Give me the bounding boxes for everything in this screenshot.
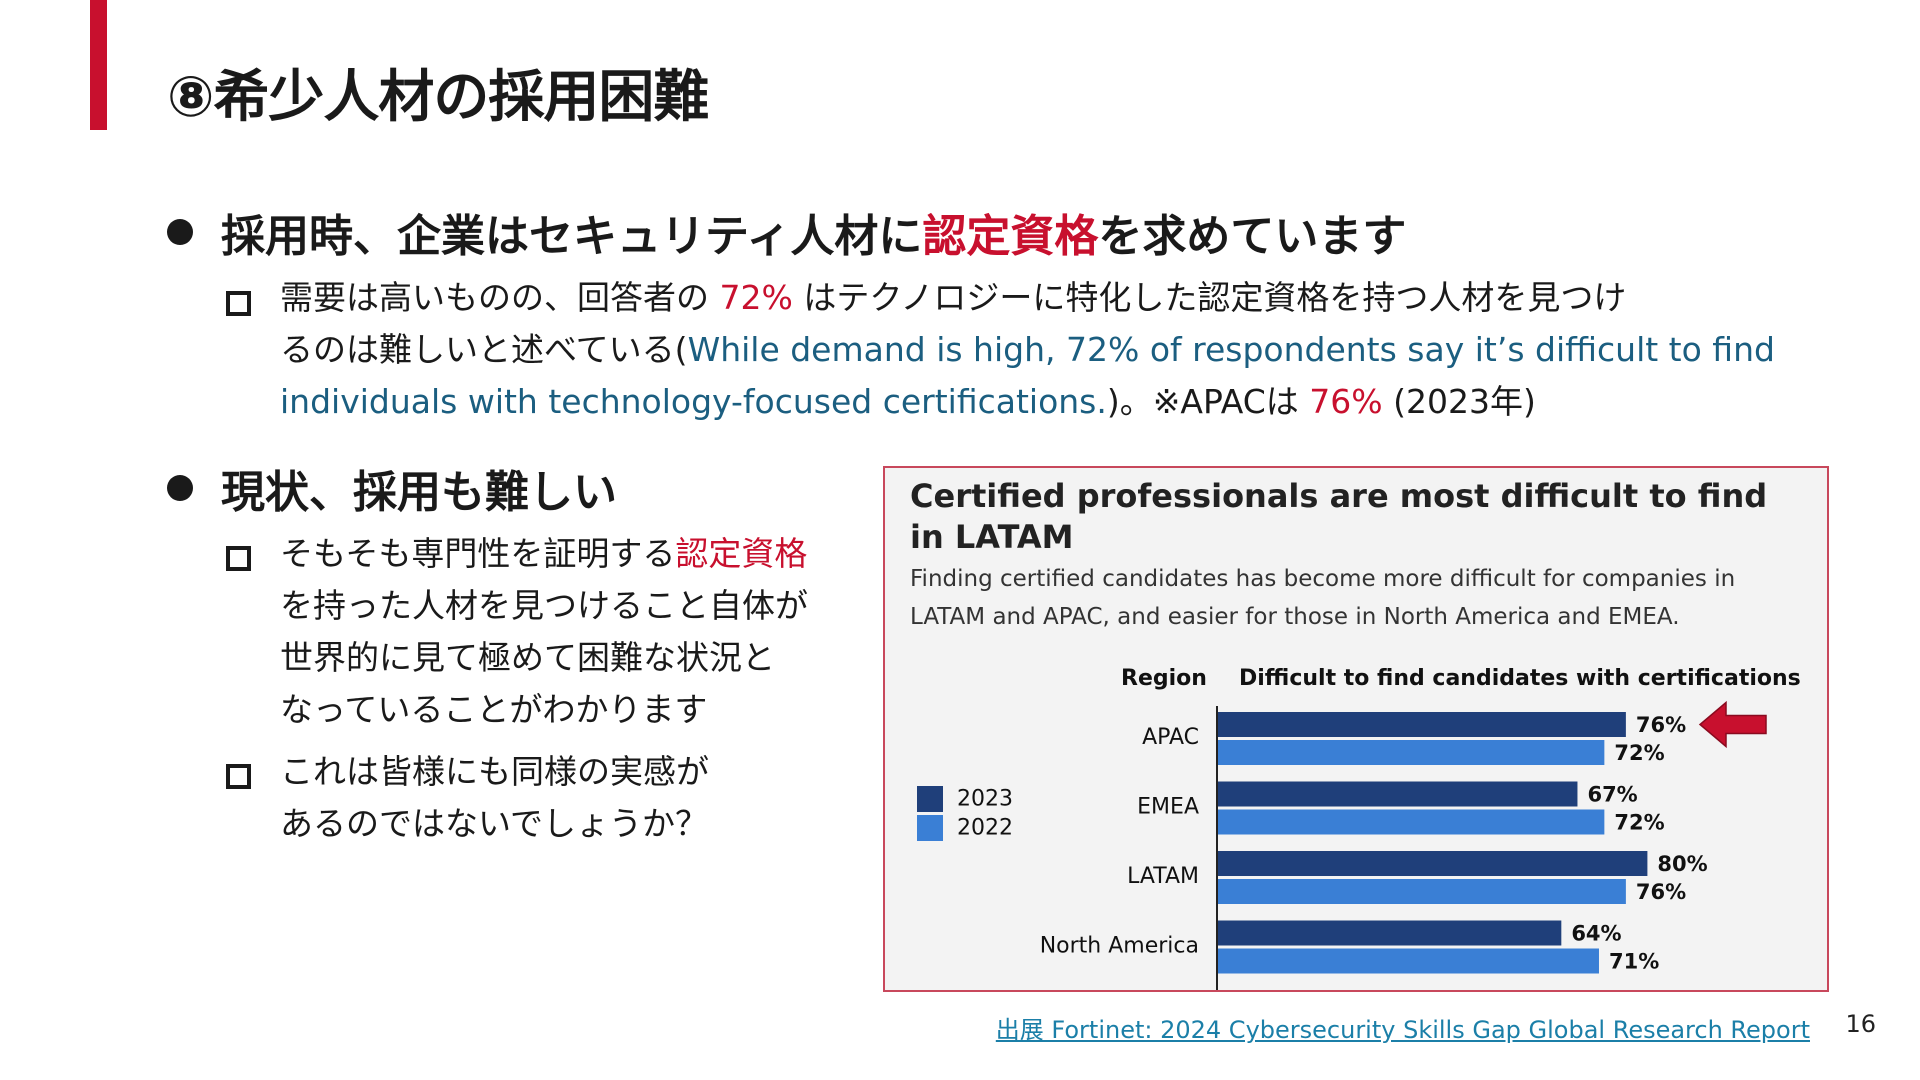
chart-title: Certified professionals are most difficu… <box>910 476 1790 558</box>
heading-text: 採用時、企業はセキュリティ人材に <box>221 211 923 262</box>
english-quote: individuals with technology-focused cert… <box>280 382 1107 421</box>
bullet-2-sub-1: そもそも専門性を証明する認定資格 を持った人材を見つけること自体が 世界的に見て… <box>280 528 880 736</box>
english-quote: While demand is high, 72% of respondents… <box>687 330 1775 369</box>
legend-swatch <box>917 786 943 812</box>
sub-text: 需要は高いものの、回答者の <box>280 278 720 317</box>
sub-text: (2023年) <box>1382 382 1536 421</box>
sub-text: るのは難しいと述べている( <box>280 330 688 369</box>
category-label-apac: APAC <box>1142 725 1199 750</box>
heading-text-tail: を求めています <box>1098 211 1407 262</box>
sub-line-1: 需要は高いものの、回答者の 72% はテクノロジーに特化した認定資格を持つ人材を… <box>280 272 1840 324</box>
bar-2022-emea <box>1217 809 1605 835</box>
bullet-2-heading: 現状、採用も難しい <box>221 467 617 518</box>
pct-highlight: 76% <box>1309 382 1383 421</box>
pct-highlight: 72% <box>719 278 793 317</box>
sub-line: なっていることがわかります <box>280 690 708 729</box>
source-link[interactable]: 出展 Fortinet: 2024 Cybersecurity Skills G… <box>995 1016 1810 1044</box>
bar-2022-north-america <box>1217 948 1599 974</box>
value-label: 64% <box>1571 922 1621 946</box>
sub-text: はテクノロジーに特化した認定資格を持つ人材を見つけ <box>792 278 1627 317</box>
value-label: 72% <box>1614 741 1664 765</box>
value-label: 76% <box>1636 880 1686 904</box>
heading-highlight: 認定資格 <box>922 211 1099 262</box>
bullet-1-heading: 採用時、企業はセキュリティ人材に認定資格を求めています <box>221 200 1406 264</box>
sub-highlight: 認定資格 <box>675 534 808 573</box>
square-bullet-icon <box>226 764 251 789</box>
bullet-1: 採用時、企業はセキュリティ人材に認定資格を求めています <box>167 200 1406 264</box>
chart-panel: Certified professionals are most difficu… <box>883 466 1829 992</box>
sub-line: そもそも専門性を証明する認定資格 <box>280 528 880 580</box>
slide-title: ⑧希少人材の採用困難 <box>167 65 709 130</box>
value-label: 76% <box>1636 713 1686 737</box>
value-label: 71% <box>1609 950 1659 974</box>
chart-subtitle-line: LATAM and APAC, and easier for those in … <box>910 604 1680 630</box>
sub-line: これは皆様にも同様の実感が <box>280 752 709 791</box>
legend-label: 2022 <box>957 815 1013 841</box>
bar-2023-latam <box>1217 851 1648 876</box>
bar-2023-north-america <box>1217 920 1562 946</box>
bullet-2-sub-2: これは皆様にも同様の実感が あるのではないでしょうか？ <box>280 746 880 850</box>
category-label-north-america: North America <box>1040 934 1199 959</box>
bullet-2: 現状、採用も難しい <box>167 456 617 520</box>
value-label: 80% <box>1657 852 1707 876</box>
legend-item-2022: 2022 <box>917 815 1013 841</box>
value-header: Difficult to find candidates with certif… <box>1239 666 1801 691</box>
bullet-dot-icon <box>167 475 193 501</box>
sub-line: を持った人材を見つけること自体が <box>280 586 808 625</box>
chart-subtitle-line: Finding certified candidates has become … <box>910 566 1736 592</box>
sub-text: そもそも専門性を証明する <box>280 534 676 573</box>
sub-text: )。※APACは <box>1106 382 1310 421</box>
category-label-latam: LATAM <box>1127 864 1199 889</box>
category-header: Region <box>1121 666 1207 691</box>
bullet-1-sub: 需要は高いものの、回答者の 72% はテクノロジーに特化した認定資格を持つ人材を… <box>280 272 1840 428</box>
sub-line-3: individuals with technology-focused cert… <box>280 376 1840 428</box>
bar-2022-apac <box>1217 740 1605 765</box>
bar-2023-apac <box>1217 712 1626 737</box>
page-number: 16 <box>1845 1010 1876 1038</box>
chart-subtitle: Finding certified candidates has become … <box>910 560 1810 636</box>
bar-chart: APAC 76% 72% EMEA 67% 72% LATAM 80% 76% North Ame… <box>1040 700 1767 990</box>
sub-line: 世界的に見て極めて困難な状況と <box>280 638 775 677</box>
accent-bar <box>90 0 107 130</box>
legend-label: 2023 <box>957 786 1013 812</box>
arrow-left-icon <box>1698 700 1767 749</box>
category-label-emea: EMEA <box>1137 795 1199 820</box>
bar-2022-latam <box>1217 879 1626 904</box>
legend-swatch <box>917 815 943 841</box>
sub-line: あるのではないでしょうか？ <box>280 804 709 843</box>
square-bullet-icon <box>226 546 251 571</box>
chart-title-line: in LATAM <box>910 518 1074 556</box>
legend-item-2023: 2023 <box>917 786 1013 812</box>
value-label: 72% <box>1614 811 1664 835</box>
sub-line-2: るのは難しいと述べている(While demand is high, 72% o… <box>280 324 1840 376</box>
bar-2023-emea <box>1217 781 1578 807</box>
chart-title-line: Certified professionals are most difficu… <box>910 477 1768 515</box>
bullet-dot-icon <box>167 219 193 245</box>
value-label: 67% <box>1587 783 1637 807</box>
square-bullet-icon <box>226 291 251 316</box>
